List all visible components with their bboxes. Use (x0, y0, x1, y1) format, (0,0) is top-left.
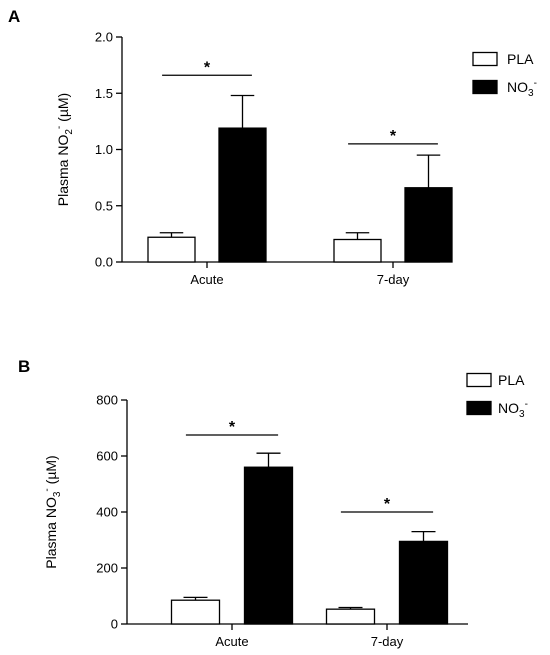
bar-pla-1 (325, 608, 376, 625)
y-tick-label: 400 (96, 505, 118, 520)
y-tick-label: 200 (96, 561, 118, 576)
panel-label: A (8, 7, 20, 26)
y-tick-label: 800 (96, 393, 118, 408)
bar-pla-1 (333, 238, 382, 263)
chart-panel-a: A 0.0 0.5 1.0 1.5 2.0 Plasma NO2- (µM) Acute 7-d… (8, 7, 537, 287)
chart-panel-b: B 0 200 400 600 800 Plasma NO3- (µM) Acute 7-day… (18, 357, 528, 649)
legend-label-pla: PLA (507, 51, 534, 67)
bar-no3-1 (398, 540, 449, 625)
y-tick-label: 0.5 (95, 198, 113, 213)
significance-star: * (229, 419, 236, 436)
legend-label-no3: NO3- (507, 78, 537, 99)
bar-no3-0 (218, 127, 267, 263)
y-tick-label: 1.0 (95, 142, 113, 157)
significance-star: * (204, 59, 211, 76)
bar-no3-0 (243, 466, 294, 625)
x-tick-label: Acute (190, 272, 223, 287)
legend-swatch-no3 (466, 400, 492, 416)
legend-label-pla: PLA (498, 372, 525, 388)
significance-star: * (390, 128, 397, 145)
legend-label-no3: NO3- (498, 399, 528, 420)
bar-pla-0 (147, 236, 196, 263)
legend-swatch-pla (472, 51, 498, 67)
y-tick-label: 1.5 (95, 86, 113, 101)
legend-swatch-pla (466, 372, 492, 388)
y-tick-label: 600 (96, 449, 118, 464)
y-axis-label: Plasma NO2- (µM) (54, 93, 75, 206)
bar-pla-0 (170, 599, 221, 625)
x-tick-label: 7-day (371, 634, 404, 649)
x-tick-label: Acute (215, 634, 248, 649)
x-tick-label: 7-day (377, 272, 410, 287)
y-tick-label: 0.0 (95, 255, 113, 270)
bar-no3-1 (404, 187, 453, 263)
y-tick-label: 0 (111, 617, 118, 632)
y-axis-label: Plasma NO3- (µM) (42, 455, 63, 568)
legend-swatch-no3 (472, 79, 498, 95)
significance-star: * (384, 496, 391, 513)
panel-label: B (18, 357, 30, 376)
y-tick-label: 2.0 (95, 30, 113, 45)
